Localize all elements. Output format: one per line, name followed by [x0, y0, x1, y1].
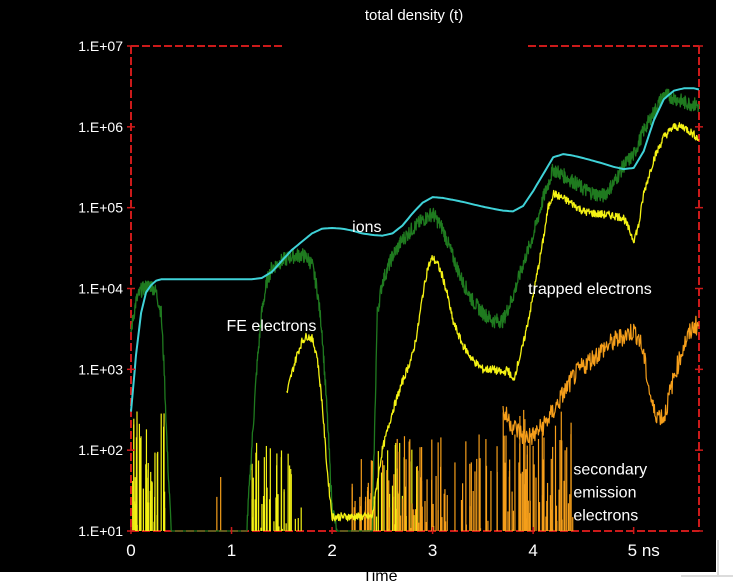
right-scroll-edge: [717, 540, 719, 576]
x-tick-label: 2: [327, 541, 336, 560]
y-tick-label: 1.E+02: [78, 442, 123, 458]
annotation-secondary-line: emission: [573, 484, 636, 501]
x-tick-label: 0: [126, 541, 135, 560]
x-tick-label: 1: [227, 541, 236, 560]
x-tick-label: 4: [528, 541, 537, 560]
series-line-fe: [130, 88, 700, 532]
annotation-secondary-line: electrons: [573, 507, 638, 524]
series-line-secondary: [502, 315, 700, 446]
annotation-trapped-electrons: trapped electrons: [528, 281, 652, 298]
tick-layer: 1.E+01 1.E+02 1.E+03 1.E+04 1.E+05 1.E+06 1.E+…: [78, 38, 703, 560]
bottom-right-scroll-edge: [681, 575, 733, 577]
series-line-trapped: [286, 122, 700, 522]
y-tick-label: 1.E+06: [78, 119, 123, 135]
secondary-spikes-dense: [502, 409, 574, 531]
chart-background: [0, 0, 716, 572]
x-tick-label: 5 ns: [628, 541, 660, 560]
series-line-ions: [130, 87, 700, 412]
annotation-ions: ions: [352, 219, 381, 236]
y-tick-label: 1.E+07: [78, 38, 123, 54]
trapped-spikes-early: [132, 411, 166, 531]
annotation-fe-electrons: FE electrons: [227, 318, 317, 335]
x-axis-label: Time: [363, 568, 398, 585]
y-tick-label: 1.E+04: [78, 281, 123, 297]
trapped-spikes-mid: [251, 442, 302, 531]
annotation-layer: ions FE electrons trapped electrons seconda…: [227, 219, 652, 525]
y-tick-label: 1.E+01: [78, 523, 123, 539]
series-layer: [130, 87, 700, 532]
y-tick-label: 1.E+03: [78, 361, 123, 377]
y-tick-label: 1.E+05: [78, 200, 123, 216]
secondary-spikes-isolated: [216, 477, 222, 531]
x-tick-label: 3: [428, 541, 437, 560]
chart-title: total density (t): [365, 7, 463, 24]
annotation-secondary-line: secondary: [573, 461, 647, 478]
